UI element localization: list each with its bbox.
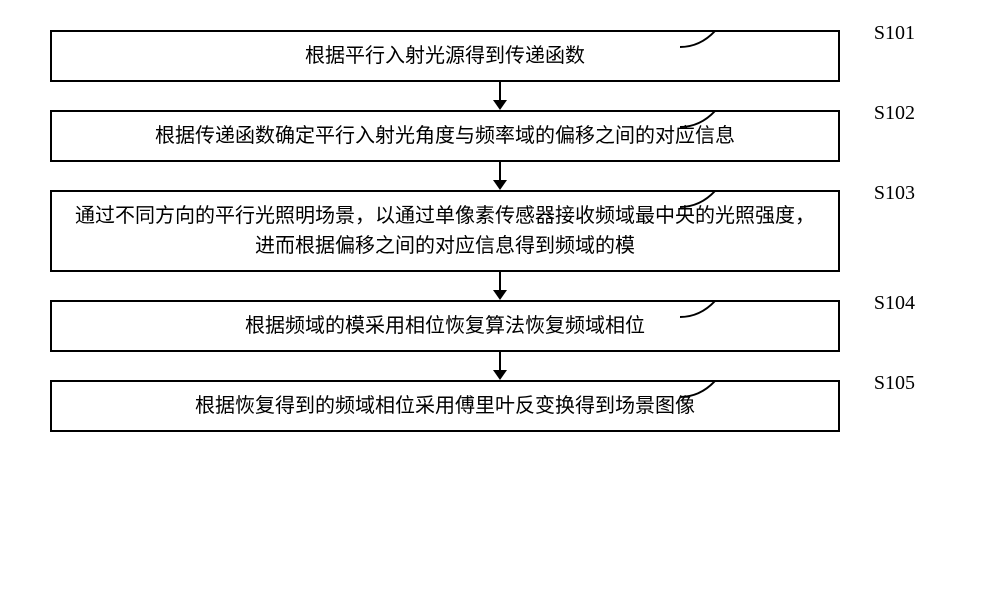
arrow-connector [105, 272, 895, 300]
step-box-s102: 根据传递函数确定平行入射光角度与频率域的偏移之间的对应信息 [50, 110, 840, 162]
step-label-s101: S101 [874, 22, 915, 45]
arrow-connector [105, 352, 895, 380]
step-text: 根据传递函数确定平行入射光角度与频率域的偏移之间的对应信息 [155, 121, 735, 151]
step-box-s101: 根据平行入射光源得到传递函数 [50, 30, 840, 82]
arrow-head-icon [493, 370, 507, 380]
label-connector [680, 28, 730, 48]
step-text: 根据平行入射光源得到传递函数 [305, 41, 585, 71]
arrow-line [499, 82, 501, 100]
step-container-s105: 根据恢复得到的频域相位采用傅里叶反变换得到场景图像 S105 [50, 380, 950, 432]
step-text: 根据频域的模采用相位恢复算法恢复频域相位 [245, 311, 645, 341]
arrow-line [499, 352, 501, 370]
label-connector [680, 108, 730, 128]
step-text: 根据恢复得到的频域相位采用傅里叶反变换得到场景图像 [195, 391, 695, 421]
step-container-s104: 根据频域的模采用相位恢复算法恢复频域相位 S104 [50, 300, 950, 352]
arrow-line [499, 162, 501, 180]
step-box-s105: 根据恢复得到的频域相位采用傅里叶反变换得到场景图像 [50, 380, 840, 432]
arrow-head-icon [493, 290, 507, 300]
step-text: 通过不同方向的平行光照明场景，以通过单像素传感器接收频域最中央的光照强度，进而根… [72, 201, 818, 261]
arrow-head-icon [493, 100, 507, 110]
arrow-line [499, 272, 501, 290]
step-container-s102: 根据传递函数确定平行入射光角度与频率域的偏移之间的对应信息 S102 [50, 110, 950, 162]
step-container-s101: 根据平行入射光源得到传递函数 S101 [50, 30, 950, 82]
arrow-connector [105, 82, 895, 110]
step-box-s103: 通过不同方向的平行光照明场景，以通过单像素传感器接收频域最中央的光照强度，进而根… [50, 190, 840, 272]
step-label-s104: S104 [874, 292, 915, 315]
label-connector [680, 378, 730, 398]
arrow-head-icon [493, 180, 507, 190]
step-box-s104: 根据频域的模采用相位恢复算法恢复频域相位 [50, 300, 840, 352]
label-connector [680, 298, 730, 318]
step-label-s103: S103 [874, 182, 915, 205]
step-container-s103: 通过不同方向的平行光照明场景，以通过单像素传感器接收频域最中央的光照强度，进而根… [50, 190, 950, 272]
label-connector [680, 188, 730, 208]
step-label-s102: S102 [874, 102, 915, 125]
step-label-s105: S105 [874, 372, 915, 395]
arrow-connector [105, 162, 895, 190]
flowchart-container: 根据平行入射光源得到传递函数 S101 根据传递函数确定平行入射光角度与频率域的… [50, 30, 950, 432]
